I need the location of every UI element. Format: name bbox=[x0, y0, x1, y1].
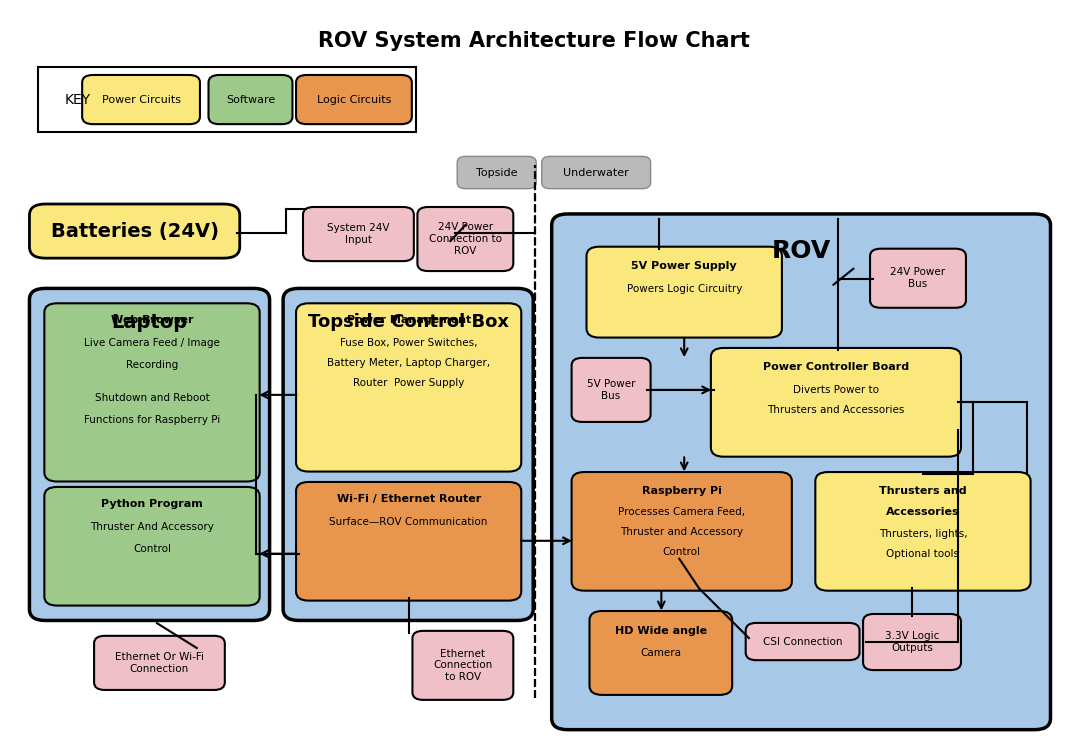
Text: Wi-Fi / Ethernet Router: Wi-Fi / Ethernet Router bbox=[336, 494, 481, 504]
Text: Functions for Raspberry Pi: Functions for Raspberry Pi bbox=[84, 414, 220, 425]
Text: Logic Circuits: Logic Circuits bbox=[317, 94, 391, 104]
Text: 3.3V Logic
Outputs: 3.3V Logic Outputs bbox=[884, 631, 939, 653]
Text: Control: Control bbox=[663, 547, 701, 556]
Text: Thruster and Accessory: Thruster and Accessory bbox=[621, 527, 743, 537]
Text: Topside: Topside bbox=[476, 168, 517, 177]
FancyBboxPatch shape bbox=[296, 75, 412, 124]
Text: Thruster And Accessory: Thruster And Accessory bbox=[90, 522, 214, 532]
Text: Shutdown and Reboot: Shutdown and Reboot bbox=[95, 393, 209, 403]
FancyBboxPatch shape bbox=[870, 248, 965, 308]
Text: 24V Power
Connection to
ROV: 24V Power Connection to ROV bbox=[429, 223, 502, 256]
FancyBboxPatch shape bbox=[45, 487, 260, 606]
Text: Fuse Box, Power Switches,: Fuse Box, Power Switches, bbox=[340, 338, 477, 348]
Text: Processes Camera Feed,: Processes Camera Feed, bbox=[618, 507, 745, 517]
Text: Recording: Recording bbox=[126, 360, 178, 370]
Text: Software: Software bbox=[225, 94, 276, 104]
Text: ROV System Architecture Flow Chart: ROV System Architecture Flow Chart bbox=[318, 30, 750, 51]
FancyBboxPatch shape bbox=[412, 631, 514, 700]
Text: Ethernet Or Wi-Fi
Connection: Ethernet Or Wi-Fi Connection bbox=[115, 652, 204, 673]
Text: Router  Power Supply: Router Power Supply bbox=[352, 378, 465, 388]
FancyBboxPatch shape bbox=[418, 207, 514, 271]
FancyBboxPatch shape bbox=[94, 636, 225, 690]
Text: Powers Logic Circuitry: Powers Logic Circuitry bbox=[627, 284, 742, 294]
Text: Accessories: Accessories bbox=[886, 507, 960, 517]
FancyBboxPatch shape bbox=[541, 156, 650, 189]
FancyBboxPatch shape bbox=[571, 472, 791, 590]
Text: Camera: Camera bbox=[641, 648, 681, 658]
Text: Control: Control bbox=[134, 544, 171, 553]
Text: Laptop: Laptop bbox=[111, 313, 188, 332]
Text: Thrusters and Accessories: Thrusters and Accessories bbox=[767, 405, 905, 414]
FancyBboxPatch shape bbox=[457, 156, 536, 189]
FancyBboxPatch shape bbox=[863, 614, 961, 670]
FancyBboxPatch shape bbox=[711, 348, 961, 457]
Text: Ethernet
Connection
to ROV: Ethernet Connection to ROV bbox=[434, 649, 492, 682]
FancyBboxPatch shape bbox=[745, 623, 860, 660]
Text: Power Circuits: Power Circuits bbox=[101, 94, 180, 104]
FancyBboxPatch shape bbox=[303, 207, 413, 261]
Text: 5V Power
Bus: 5V Power Bus bbox=[586, 379, 635, 401]
Text: Power Controller Board: Power Controller Board bbox=[763, 362, 909, 372]
Bar bbox=[37, 67, 415, 132]
FancyBboxPatch shape bbox=[586, 247, 782, 337]
Text: Diverts Power to: Diverts Power to bbox=[792, 385, 879, 395]
FancyBboxPatch shape bbox=[45, 304, 260, 482]
Text: Batteries (24V): Batteries (24V) bbox=[50, 221, 219, 241]
Text: Thrusters, lights,: Thrusters, lights, bbox=[879, 529, 968, 539]
FancyBboxPatch shape bbox=[30, 288, 269, 621]
Text: 5V Power Supply: 5V Power Supply bbox=[631, 261, 737, 271]
Text: HD Wide angle: HD Wide angle bbox=[615, 626, 707, 636]
Text: Live Camera Feed / Image: Live Camera Feed / Image bbox=[84, 338, 220, 348]
Text: Topside Control Box: Topside Control Box bbox=[308, 313, 508, 331]
Text: Battery Meter, Laptop Charger,: Battery Meter, Laptop Charger, bbox=[327, 358, 490, 368]
FancyBboxPatch shape bbox=[296, 482, 521, 601]
Text: System 24V
Input: System 24V Input bbox=[327, 223, 390, 245]
Text: Web Browser: Web Browser bbox=[111, 316, 193, 325]
Text: KEY: KEY bbox=[64, 93, 91, 106]
FancyBboxPatch shape bbox=[30, 204, 239, 258]
Text: Raspberry Pi: Raspberry Pi bbox=[642, 486, 722, 496]
Text: Thrusters and: Thrusters and bbox=[879, 486, 967, 496]
FancyBboxPatch shape bbox=[283, 288, 533, 621]
FancyBboxPatch shape bbox=[590, 611, 733, 695]
FancyBboxPatch shape bbox=[552, 214, 1051, 729]
Text: Optional tools: Optional tools bbox=[886, 549, 959, 559]
Text: Power Management: Power Management bbox=[346, 316, 471, 325]
Text: Underwater: Underwater bbox=[563, 168, 629, 177]
FancyBboxPatch shape bbox=[208, 75, 293, 124]
FancyBboxPatch shape bbox=[82, 75, 200, 124]
FancyBboxPatch shape bbox=[815, 472, 1031, 590]
Text: CSI Connection: CSI Connection bbox=[763, 636, 843, 646]
Text: 24V Power
Bus: 24V Power Bus bbox=[891, 267, 945, 289]
Text: Python Program: Python Program bbox=[101, 499, 203, 509]
Text: Surface—ROV Communication: Surface—ROV Communication bbox=[329, 517, 488, 527]
FancyBboxPatch shape bbox=[571, 358, 650, 422]
Text: ROV: ROV bbox=[771, 239, 831, 263]
FancyBboxPatch shape bbox=[296, 304, 521, 472]
